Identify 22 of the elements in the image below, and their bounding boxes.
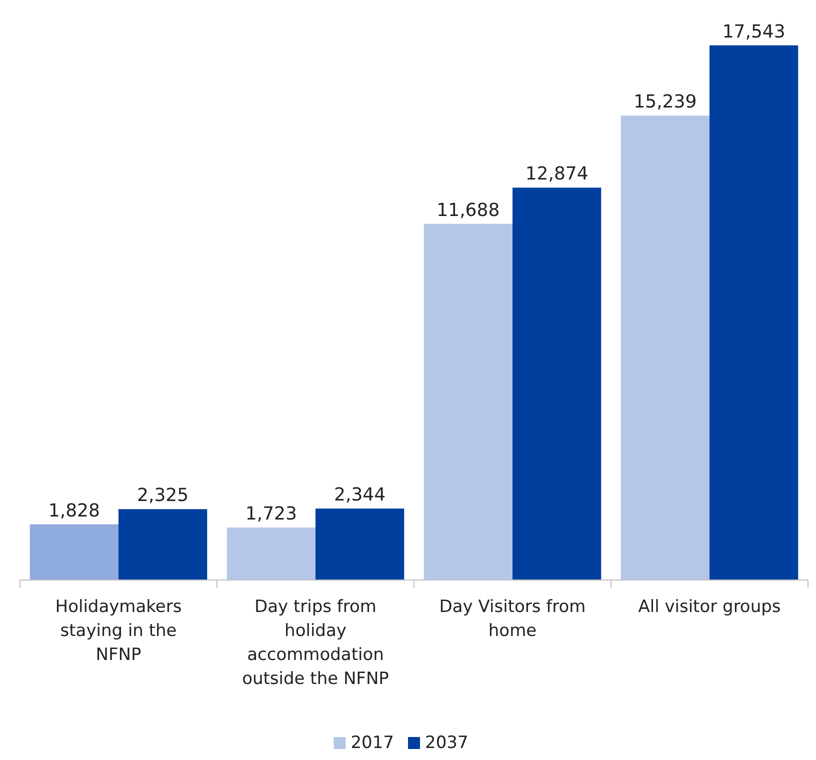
bar [30,524,118,580]
data-label: 1,723 [245,503,297,524]
data-label: 15,239 [634,92,697,113]
data-label: 2,325 [137,485,189,506]
x-tick-label: All visitor groups [638,597,781,617]
data-label: 1,828 [48,500,100,522]
bar [118,509,208,580]
data-label: 17,543 [722,21,786,42]
legend-label: 2017 [350,733,394,753]
data-label: 11,688 [436,200,500,221]
legend-label: 2037 [425,733,468,753]
data-label: 2,344 [334,484,386,506]
x-tick-label: Holidaymakers staying in the NFNP [55,597,182,665]
bar [316,508,404,580]
data-label: 12,874 [525,164,588,185]
bar [512,188,602,580]
bar [226,527,316,580]
x-tick-label: Day trips from holiday accommodation outside the NFNP [242,597,389,689]
bar [710,45,798,580]
bar [620,116,710,580]
x-tick-label: Day Visitors from home [439,597,586,641]
bar [424,224,512,580]
